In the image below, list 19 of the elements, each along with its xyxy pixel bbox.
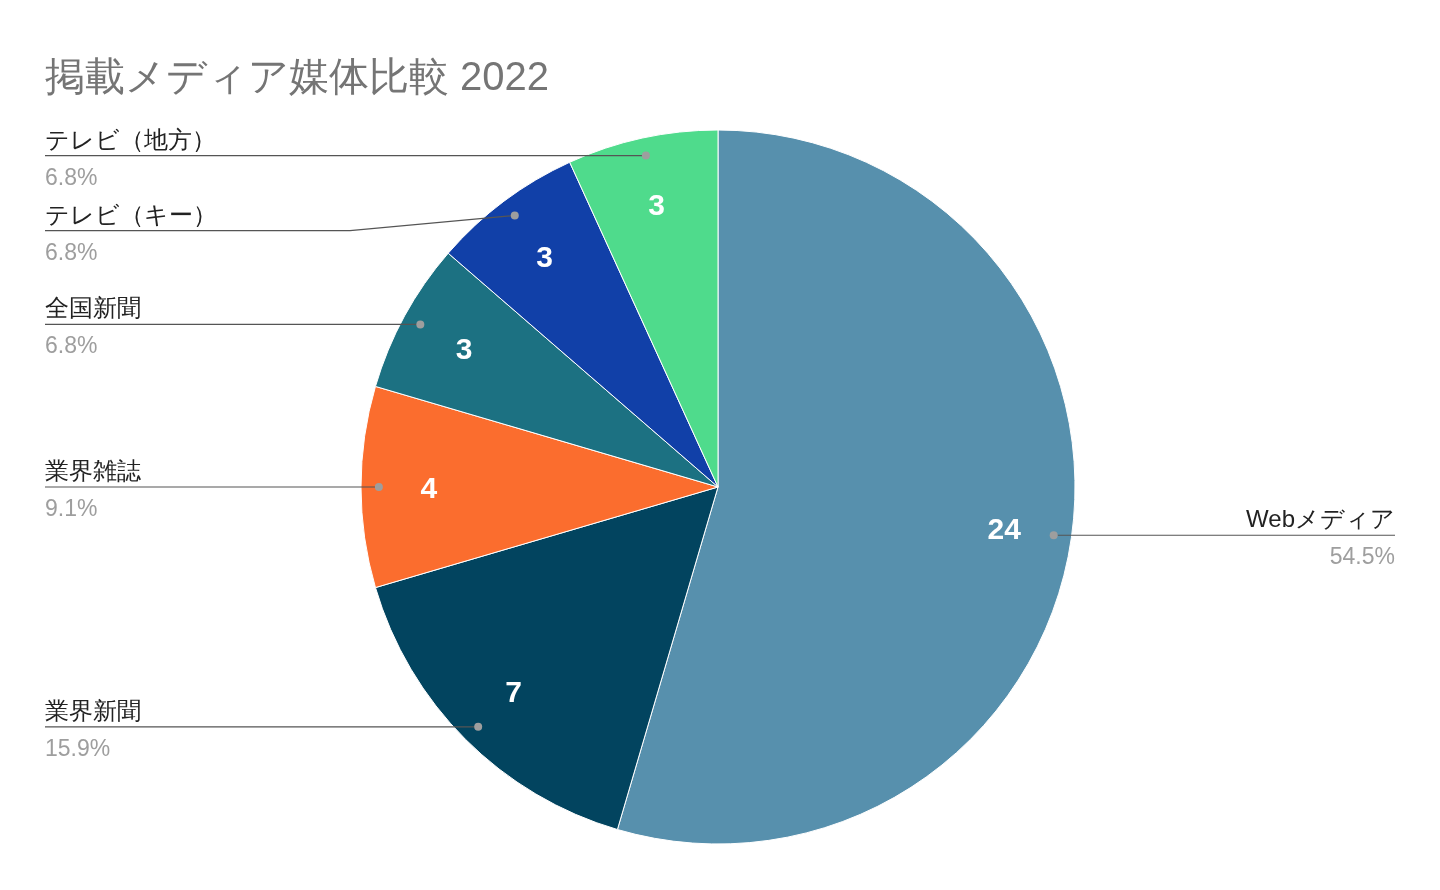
data-label: 24 [987, 512, 1022, 546]
text: 6.8% [45, 163, 98, 190]
text: 15.9% [45, 734, 111, 761]
text: 9.1% [45, 495, 98, 521]
slice-label: Webメディア [1246, 505, 1395, 533]
data-label: 3 [455, 332, 473, 366]
slice-label: テレビ（地方） [45, 125, 216, 153]
text: 6.8% [45, 238, 98, 265]
data-label: 3 [648, 188, 665, 222]
slice-label: テレビ（キー） [45, 200, 217, 228]
text: 54.5% [1329, 543, 1395, 570]
data-label: 3 [536, 239, 554, 273]
data-label: 4 [420, 471, 438, 504]
text: 6.8% [45, 332, 98, 359]
slice-label: 全国新聞 [45, 294, 141, 322]
slice-label: 業界雑誌 [45, 457, 141, 484]
chart-title: 掲載メディア媒体比較 2022 [45, 54, 550, 98]
slice-label: 業界新聞 [45, 696, 141, 724]
data-label: 7 [505, 675, 522, 709]
